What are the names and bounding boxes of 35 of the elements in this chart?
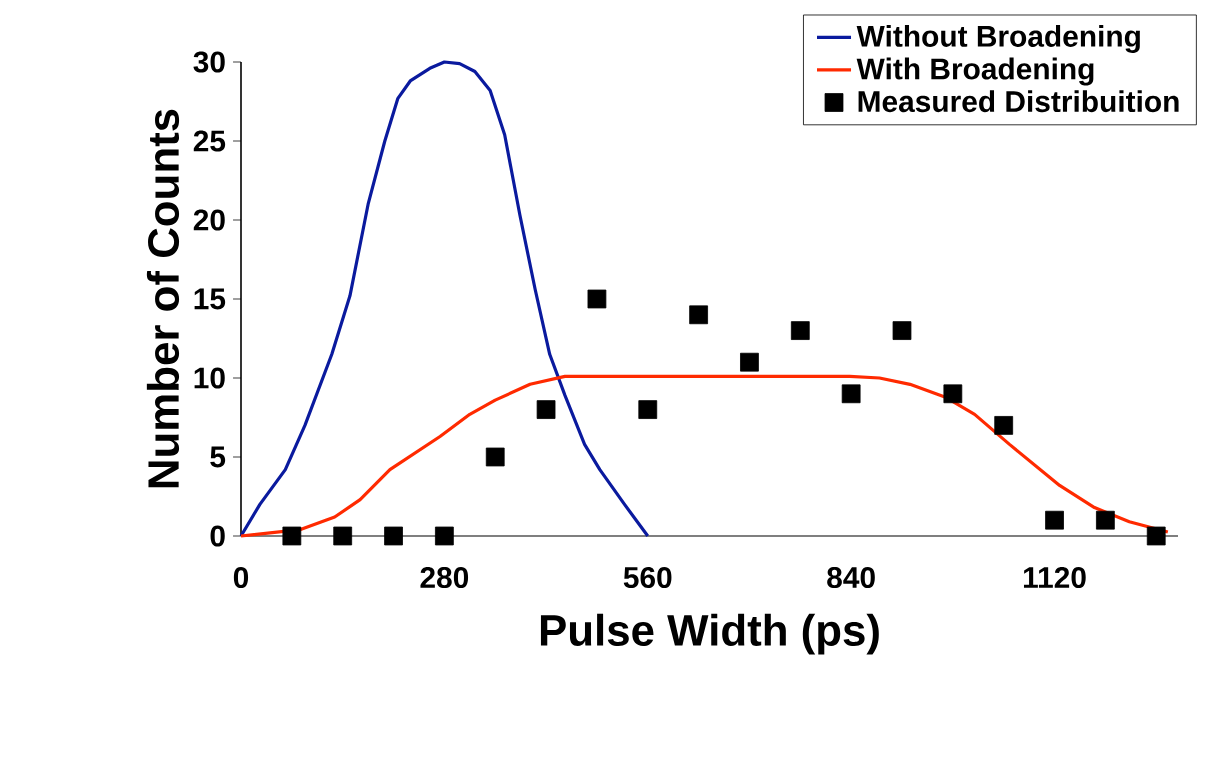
point [638,400,658,419]
point [587,289,607,309]
y-axis-title: Number of Counts [146,109,180,488]
legend-label: Measured Distribuition [858,90,1179,113]
point [282,526,302,546]
x-tick-label: 840 [827,566,875,589]
y-tick-label: 0 [210,525,225,547]
y-tick-label: 30 [193,51,225,73]
point [740,352,759,372]
legend-label: With Broadening [856,57,1094,86]
point [384,526,403,546]
point [1045,510,1064,530]
x-axis-title: Pulse Width (ps) [540,613,879,655]
point [1096,510,1115,530]
point [689,305,708,325]
point [943,384,963,404]
point [892,321,912,340]
y-tick-label: 15 [194,288,226,310]
point [485,447,505,467]
x-tick-label: 0 [233,566,249,589]
point [1146,526,1166,546]
y-tick-label: 5 [210,446,226,468]
x-tick-label: 1120 [1023,566,1086,589]
x-tick-label: 560 [623,566,672,589]
point [536,400,556,419]
point [994,416,1014,435]
point [435,526,454,546]
y-tick-label: 25 [193,130,226,152]
point [333,526,353,546]
y-tick-label: 20 [193,209,225,231]
y-tick-label: 10 [194,367,225,389]
point [790,321,810,340]
legend-label: Without Broadening [856,24,1140,53]
x-tick-label: 280 [420,566,469,589]
point [841,384,861,404]
